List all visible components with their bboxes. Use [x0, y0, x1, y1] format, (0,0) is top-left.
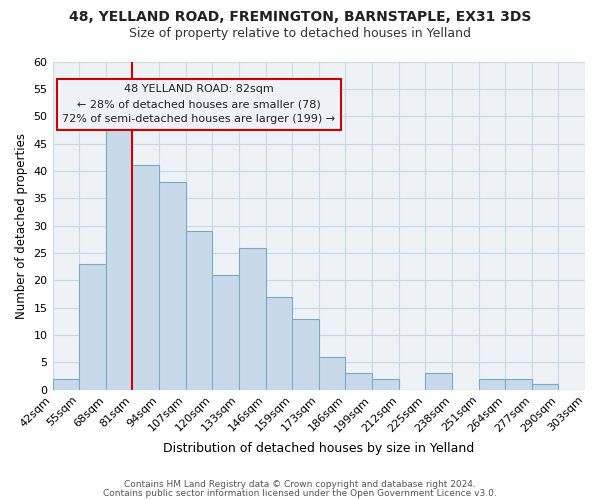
- Bar: [319, 357, 346, 390]
- Bar: [372, 379, 398, 390]
- Bar: [53, 379, 79, 390]
- Bar: [346, 374, 372, 390]
- Bar: [425, 374, 452, 390]
- Y-axis label: Number of detached properties: Number of detached properties: [15, 132, 28, 318]
- Bar: [185, 231, 212, 390]
- Text: Contains public sector information licensed under the Open Government Licence v3: Contains public sector information licen…: [103, 489, 497, 498]
- Bar: [266, 297, 292, 390]
- X-axis label: Distribution of detached houses by size in Yelland: Distribution of detached houses by size …: [163, 442, 475, 455]
- Text: 48, YELLAND ROAD, FREMINGTON, BARNSTAPLE, EX31 3DS: 48, YELLAND ROAD, FREMINGTON, BARNSTAPLE…: [69, 10, 531, 24]
- Bar: [79, 264, 106, 390]
- Text: Contains HM Land Registry data © Crown copyright and database right 2024.: Contains HM Land Registry data © Crown c…: [124, 480, 476, 489]
- Text: Size of property relative to detached houses in Yelland: Size of property relative to detached ho…: [129, 28, 471, 40]
- Bar: [212, 275, 239, 390]
- Bar: [159, 182, 185, 390]
- Bar: [532, 384, 559, 390]
- Bar: [133, 166, 159, 390]
- Bar: [292, 318, 319, 390]
- Bar: [106, 122, 133, 390]
- Text: 48 YELLAND ROAD: 82sqm
← 28% of detached houses are smaller (78)
72% of semi-det: 48 YELLAND ROAD: 82sqm ← 28% of detached…: [62, 84, 335, 124]
- Bar: [479, 379, 505, 390]
- Bar: [505, 379, 532, 390]
- Bar: [239, 248, 266, 390]
